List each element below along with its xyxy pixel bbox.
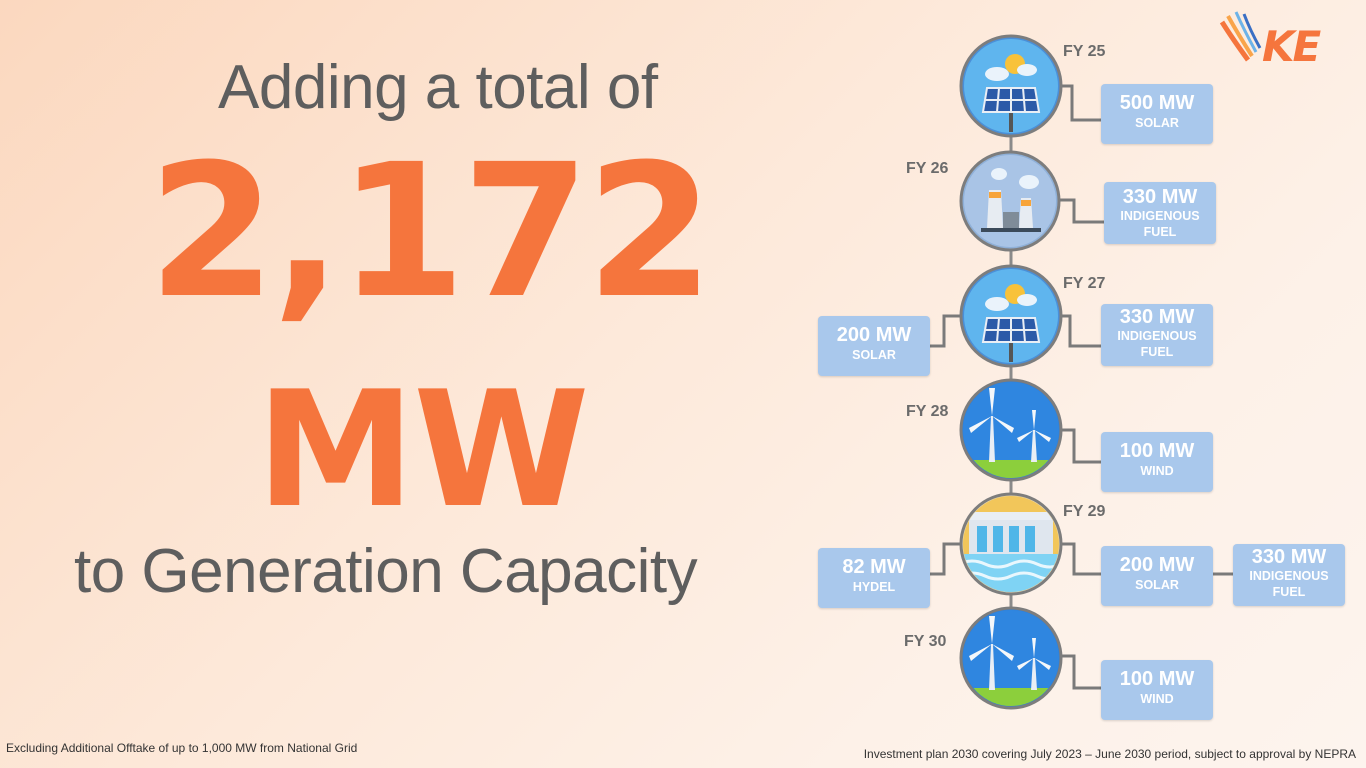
capacity-mw: 500 MW bbox=[1119, 92, 1195, 114]
headline-outro: to Generation Capacity bbox=[74, 537, 698, 606]
capacity-mw: 100 MW bbox=[1119, 440, 1195, 462]
capacity-box: 100 MW WIND bbox=[1101, 432, 1213, 492]
capacity-box: 82 MW HYDEL bbox=[818, 548, 930, 608]
total-capacity-number: 2,172 bbox=[148, 125, 714, 339]
capacity-type: WIND bbox=[1140, 692, 1174, 706]
footnote-right: Investment plan 2030 covering July 2023 … bbox=[863, 747, 1356, 761]
capacity-mw: 200 MW bbox=[1119, 554, 1195, 576]
capacity-mw: 330 MW bbox=[1251, 546, 1327, 568]
fy-label: FY 27 bbox=[1063, 275, 1106, 292]
headline-intro: Adding a total of bbox=[218, 53, 658, 122]
wind-turbine-icon bbox=[959, 378, 1063, 482]
capacity-type: WIND bbox=[1140, 464, 1174, 478]
capacity-box: 500 MW SOLAR bbox=[1101, 84, 1213, 144]
capacity-mw: 330 MW bbox=[1122, 186, 1198, 208]
fy-label: FY 28 bbox=[906, 403, 949, 420]
capacity-type: SOLAR bbox=[1135, 578, 1179, 592]
fy-label: FY 29 bbox=[1063, 503, 1106, 520]
capacity-box: 330 MW INDIGENOUS FUEL bbox=[1104, 182, 1216, 244]
capacity-mw: 330 MW bbox=[1119, 306, 1195, 328]
fy-label: FY 25 bbox=[1063, 43, 1106, 60]
capacity-mw: 200 MW bbox=[836, 324, 912, 346]
ke-logo-icon bbox=[1219, 11, 1262, 62]
capacity-box: 200 MW SOLAR bbox=[1101, 546, 1213, 606]
capacity-mw: 100 MW bbox=[1119, 668, 1195, 690]
capacity-box: 330 MW INDIGENOUS FUEL bbox=[1101, 304, 1213, 366]
capacity-box: 200 MW SOLAR bbox=[818, 316, 930, 376]
ke-logo-text: KE bbox=[1262, 22, 1321, 71]
capacity-mw: 82 MW bbox=[842, 556, 906, 578]
capacity-type: SOLAR bbox=[1135, 116, 1179, 130]
hydro-dam-icon bbox=[959, 492, 1063, 596]
capacity-box: 330 MW INDIGENOUS FUEL bbox=[1233, 544, 1345, 606]
power-plant-icon bbox=[959, 150, 1061, 252]
footnote-left: Excluding Additional Offtake of up to 1,… bbox=[6, 741, 358, 755]
capacity-type: INDIGENOUS FUEL bbox=[1120, 209, 1200, 239]
capacity-type: SOLAR bbox=[852, 348, 896, 362]
capacity-type: HYDEL bbox=[852, 580, 896, 594]
wind-turbine-icon bbox=[959, 606, 1063, 710]
fy-label: FY 26 bbox=[906, 160, 949, 177]
capacity-type: INDIGENOUS FUEL bbox=[1117, 329, 1197, 359]
fy-label: FY 30 bbox=[904, 633, 947, 650]
total-capacity-unit: MW bbox=[256, 356, 590, 543]
solar-panel-icon bbox=[959, 264, 1063, 368]
capacity-type: INDIGENOUS FUEL bbox=[1249, 569, 1329, 599]
solar-panel-icon bbox=[959, 34, 1063, 138]
capacity-box: 100 MW WIND bbox=[1101, 660, 1213, 720]
